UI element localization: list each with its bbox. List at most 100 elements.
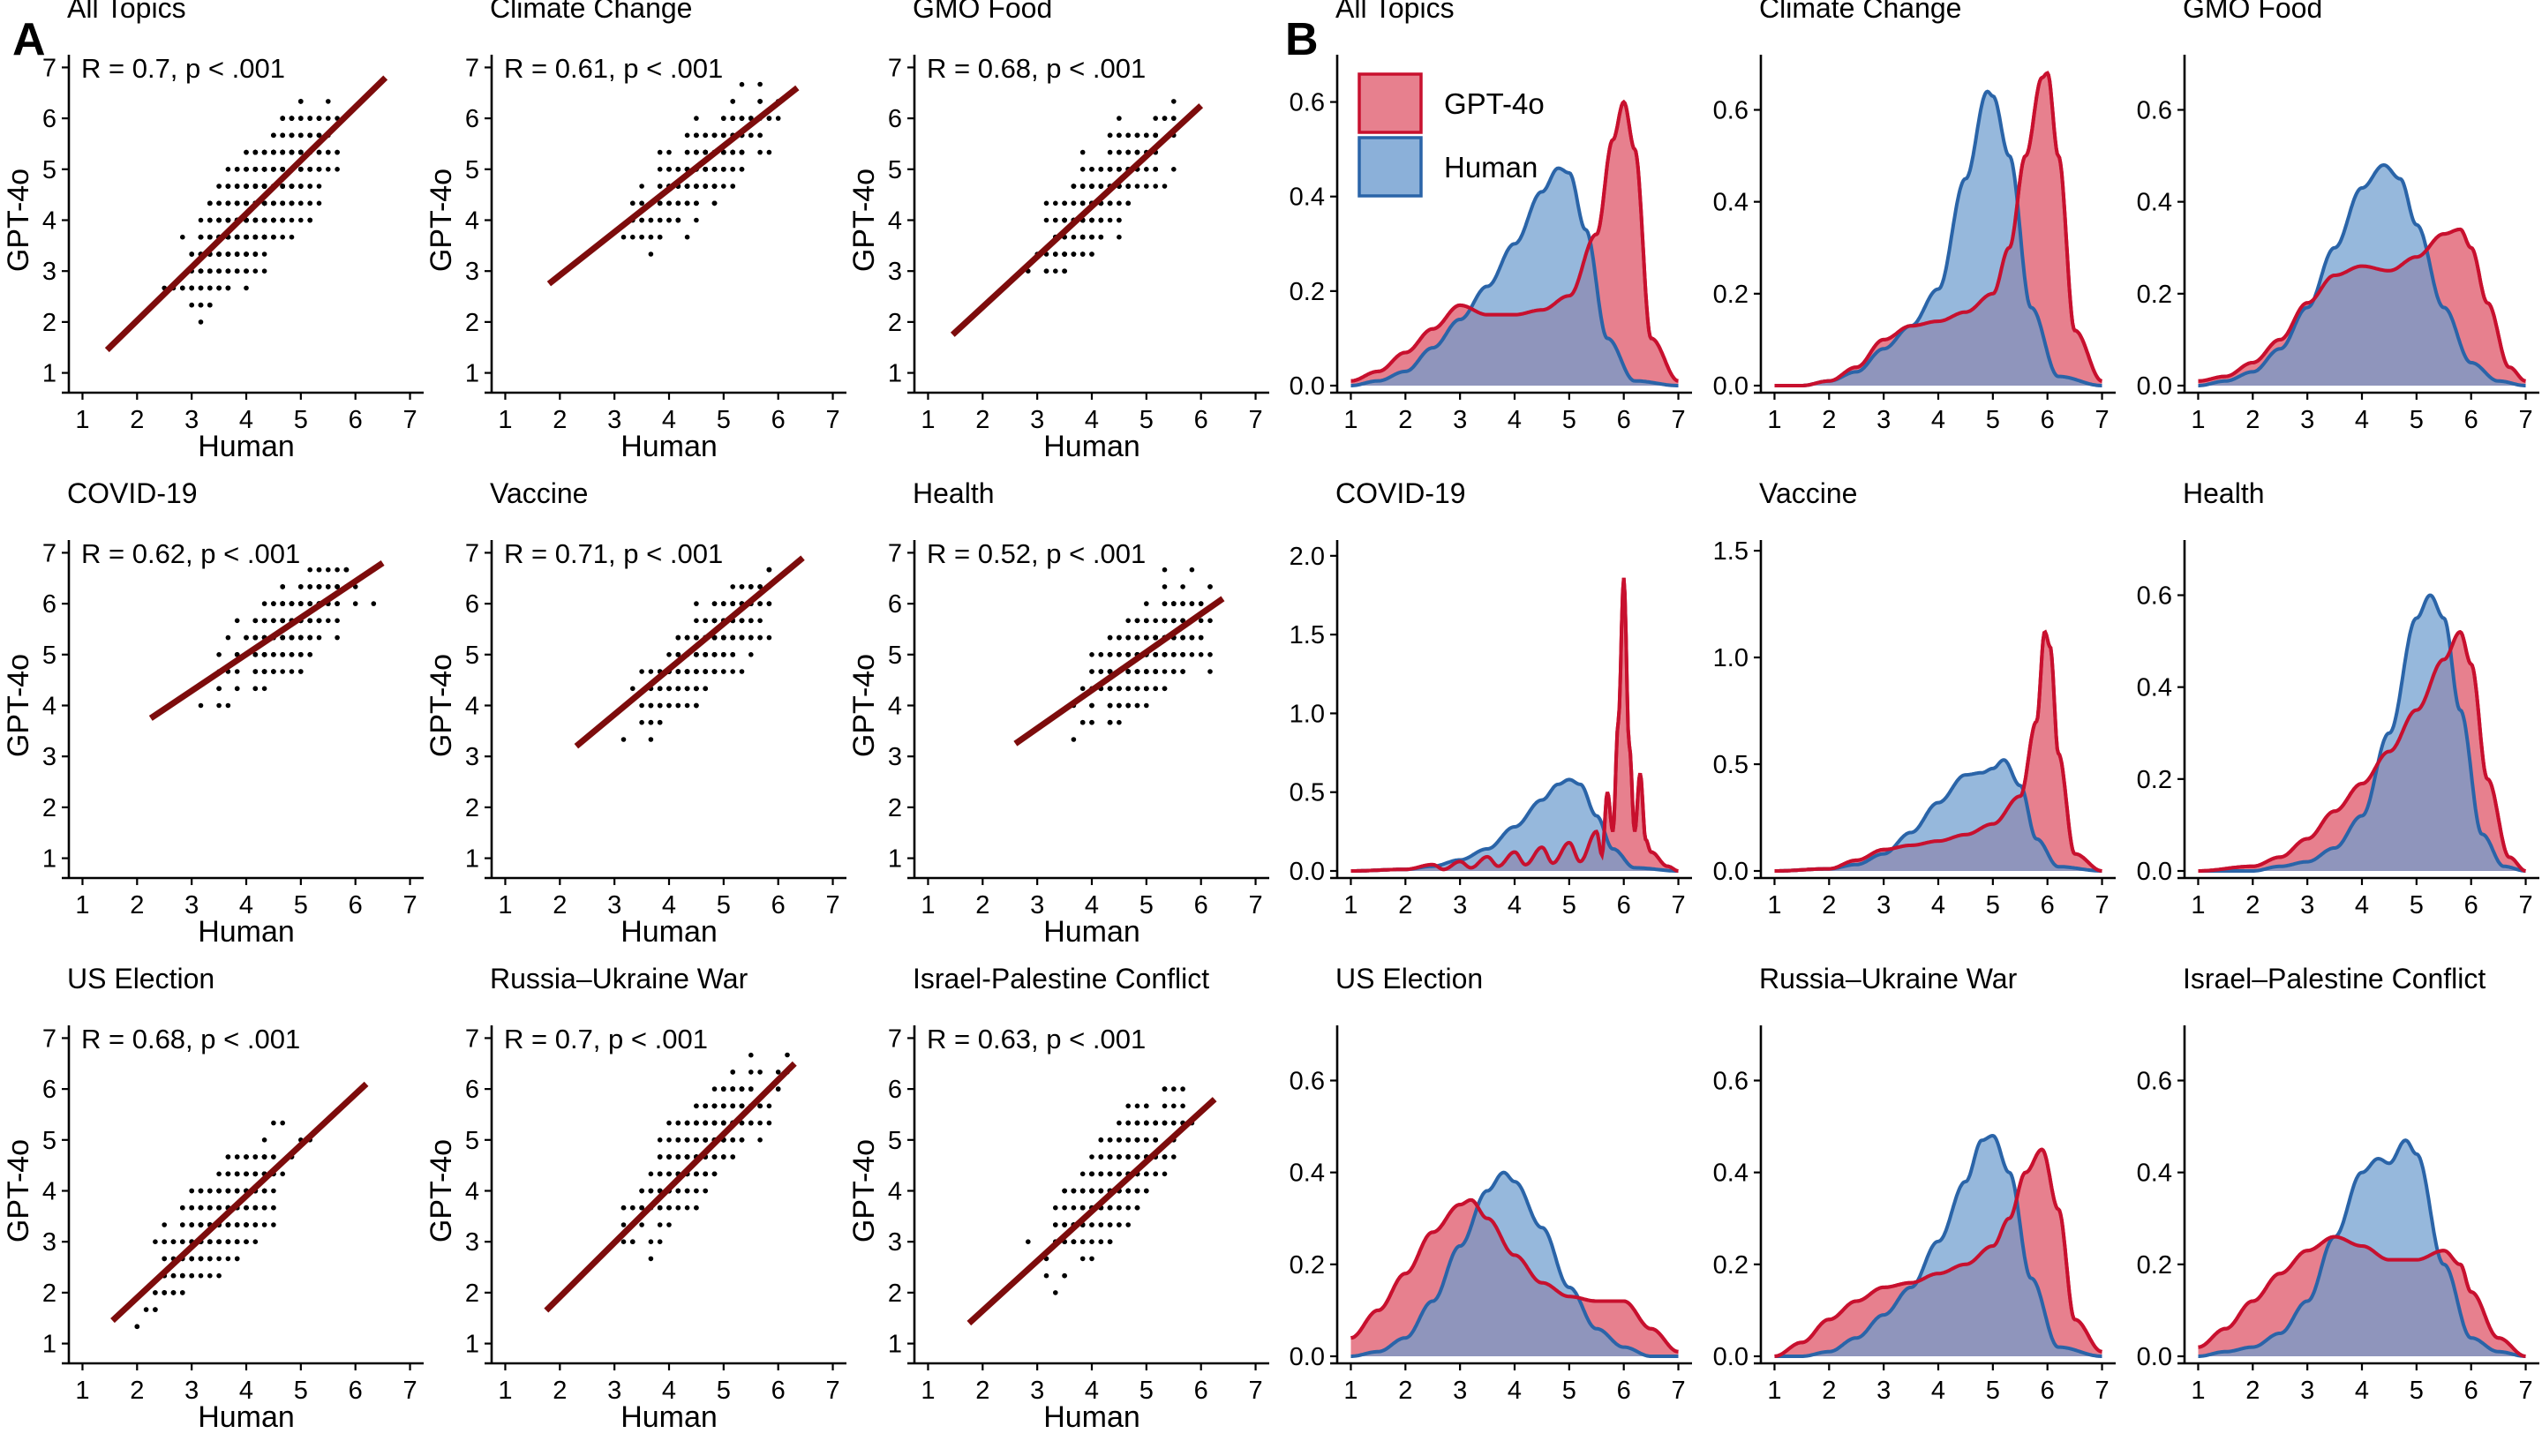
x-tick-label: 3 <box>1453 1377 1467 1405</box>
data-point <box>748 634 754 641</box>
data-point <box>1089 1171 1094 1177</box>
x-tick-label: 1 <box>75 1377 89 1405</box>
data-point <box>1153 167 1158 172</box>
data-point <box>252 1205 259 1211</box>
x-axis-title: Human <box>198 915 295 949</box>
data-point <box>216 1188 222 1194</box>
x-tick-label: 5 <box>1562 891 1576 919</box>
data-point <box>261 686 267 692</box>
data-point <box>298 634 304 641</box>
data-point <box>1107 1137 1113 1143</box>
y-tick-label: 1 <box>888 1331 902 1359</box>
y-axis-title: GPT-4o <box>2 654 35 757</box>
data-point <box>271 132 276 139</box>
data-point <box>1153 652 1158 657</box>
data-point <box>1089 652 1094 657</box>
data-point <box>252 1171 259 1177</box>
data-point <box>244 234 249 240</box>
y-tick-label: 1 <box>465 1331 479 1359</box>
data-point <box>261 268 267 274</box>
x-tick-label: 6 <box>2464 406 2478 434</box>
data-point <box>1162 1086 1168 1092</box>
data-point <box>252 234 259 240</box>
data-point <box>216 1239 222 1244</box>
data-point <box>1079 719 1086 725</box>
y-tick-label: 0.0 <box>1290 858 1325 886</box>
x-tick-label: 2 <box>1398 406 1412 434</box>
data-point <box>1107 652 1113 657</box>
gpt-density-outline <box>1350 577 1679 873</box>
x-tick-label: 4 <box>1931 1377 1945 1405</box>
data-point <box>343 567 350 573</box>
data-point <box>261 167 267 172</box>
data-point <box>1117 116 1122 121</box>
data-point <box>630 1205 636 1211</box>
data-point <box>252 149 259 155</box>
data-point <box>261 1154 267 1160</box>
x-tick-label: 3 <box>2300 406 2314 434</box>
data-point <box>620 1239 627 1244</box>
data-point <box>1117 132 1122 139</box>
data-point <box>730 1137 735 1143</box>
human-density-area <box>1350 168 1679 386</box>
data-point <box>307 618 313 624</box>
gpt-density-outline <box>1774 1147 2102 1358</box>
data-point <box>739 1137 745 1143</box>
x-tick-label: 5 <box>1139 1377 1154 1405</box>
x-tick-label: 4 <box>2355 1377 2369 1405</box>
data-point <box>289 200 295 206</box>
x-tick-label: 4 <box>2355 891 2369 919</box>
data-point <box>1079 167 1086 172</box>
data-point <box>143 1307 149 1312</box>
data-point <box>730 1103 735 1109</box>
data-point <box>1134 1154 1140 1160</box>
data-point <box>162 1256 167 1262</box>
y-tick-label: 7 <box>42 1024 56 1053</box>
x-tick-label: 6 <box>771 891 786 919</box>
data-point <box>775 1086 781 1092</box>
data-point <box>1134 184 1140 189</box>
data-point <box>307 634 313 641</box>
x-axis-title: Human <box>198 430 295 463</box>
data-point <box>1117 1222 1122 1227</box>
data-point <box>703 132 708 139</box>
data-point <box>244 149 249 155</box>
data-point <box>1053 217 1058 223</box>
data-point <box>1125 1154 1131 1160</box>
data-point <box>207 285 213 291</box>
x-tick-label: 6 <box>771 406 786 434</box>
data-point <box>657 234 663 240</box>
panel-title: US Election <box>67 963 214 994</box>
data-point <box>694 1103 699 1109</box>
data-point <box>289 116 295 121</box>
x-tick-label: 4 <box>239 1377 253 1405</box>
data-point <box>1071 737 1077 742</box>
data-point <box>289 652 295 657</box>
data-point <box>271 1205 276 1211</box>
data-point <box>1089 1239 1094 1244</box>
data-point <box>1171 1103 1177 1109</box>
data-point <box>648 1256 654 1262</box>
data-point <box>252 634 259 641</box>
x-tick-label: 7 <box>1248 406 1262 434</box>
data-point <box>711 634 718 641</box>
panel-title: Health <box>913 477 995 509</box>
data-point <box>1171 601 1177 606</box>
data-point <box>1098 1171 1104 1177</box>
data-point <box>766 601 772 606</box>
data-point <box>189 302 194 308</box>
data-point <box>1153 116 1158 121</box>
x-tick-label: 7 <box>825 1377 839 1405</box>
data-point <box>1189 652 1195 657</box>
x-tick-label: 4 <box>1085 1377 1099 1405</box>
y-tick-label: 4 <box>465 1178 479 1206</box>
data-point <box>675 217 681 223</box>
data-point <box>703 669 708 674</box>
data-point <box>1079 1188 1086 1194</box>
x-tick-label: 6 <box>349 1377 363 1405</box>
data-point <box>316 149 322 155</box>
data-point <box>1117 1137 1122 1143</box>
data-point <box>684 1154 690 1160</box>
x-tick-label: 2 <box>1398 891 1412 919</box>
